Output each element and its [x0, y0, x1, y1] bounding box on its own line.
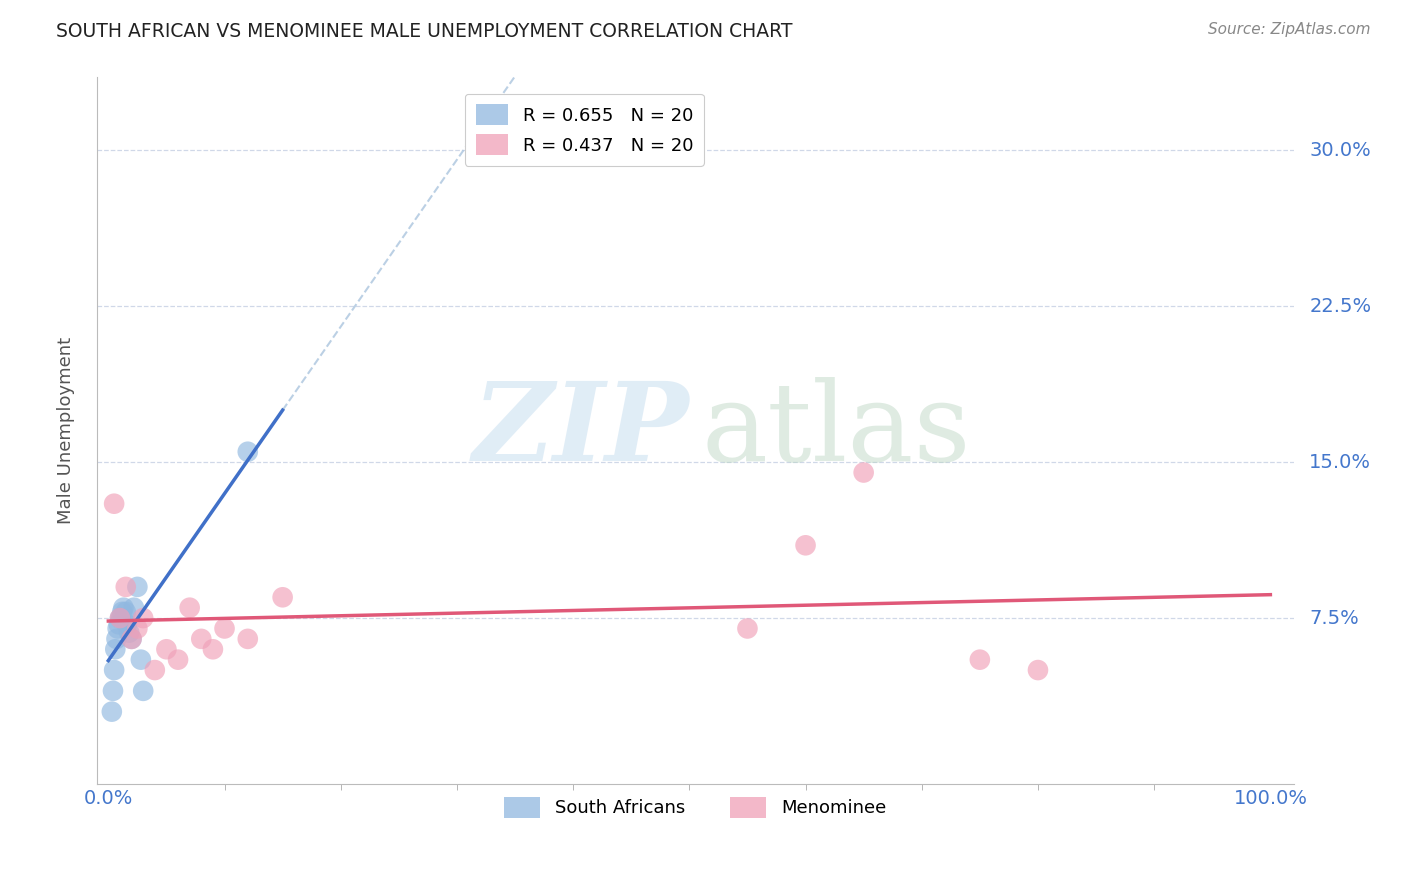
Point	[114, 605, 136, 619]
Point	[101, 684, 124, 698]
Point	[969, 653, 991, 667]
Point	[127, 580, 149, 594]
Point	[108, 611, 131, 625]
Text: Source: ZipAtlas.com: Source: ZipAtlas.com	[1208, 22, 1371, 37]
Text: SOUTH AFRICAN VS MENOMINEE MALE UNEMPLOYMENT CORRELATION CHART: SOUTH AFRICAN VS MENOMINEE MALE UNEMPLOY…	[56, 22, 793, 41]
Point	[201, 642, 224, 657]
Point	[190, 632, 212, 646]
Point	[103, 497, 125, 511]
Text: 22.5%: 22.5%	[1309, 297, 1371, 316]
Point	[105, 632, 128, 646]
Point	[104, 642, 127, 657]
Point	[121, 632, 143, 646]
Point	[101, 705, 124, 719]
Point	[852, 466, 875, 480]
Point	[111, 605, 134, 619]
Text: 15.0%: 15.0%	[1309, 452, 1371, 472]
Point	[103, 663, 125, 677]
Point	[236, 444, 259, 458]
Point	[110, 611, 132, 625]
Point	[143, 663, 166, 677]
Point	[108, 611, 131, 625]
Point	[118, 625, 141, 640]
Point	[107, 622, 129, 636]
Text: 30.0%: 30.0%	[1309, 141, 1371, 160]
Point	[794, 538, 817, 552]
Point	[1026, 663, 1049, 677]
Point	[107, 617, 129, 632]
Point	[155, 642, 177, 657]
Point	[127, 622, 149, 636]
Text: atlas: atlas	[702, 377, 970, 484]
Point	[129, 653, 152, 667]
Point	[115, 617, 138, 632]
Legend: South Africans, Menominee: South Africans, Menominee	[498, 789, 893, 825]
Point	[121, 632, 143, 646]
Point	[236, 632, 259, 646]
Point	[112, 600, 135, 615]
Point	[114, 580, 136, 594]
Point	[122, 600, 145, 615]
Point	[132, 611, 155, 625]
Text: 7.5%: 7.5%	[1309, 608, 1360, 628]
Text: ZIP: ZIP	[472, 377, 689, 484]
Point	[179, 600, 201, 615]
Point	[271, 591, 294, 605]
Point	[132, 684, 155, 698]
Point	[214, 622, 236, 636]
Point	[167, 653, 190, 667]
Y-axis label: Male Unemployment: Male Unemployment	[58, 337, 75, 524]
Point	[737, 622, 759, 636]
